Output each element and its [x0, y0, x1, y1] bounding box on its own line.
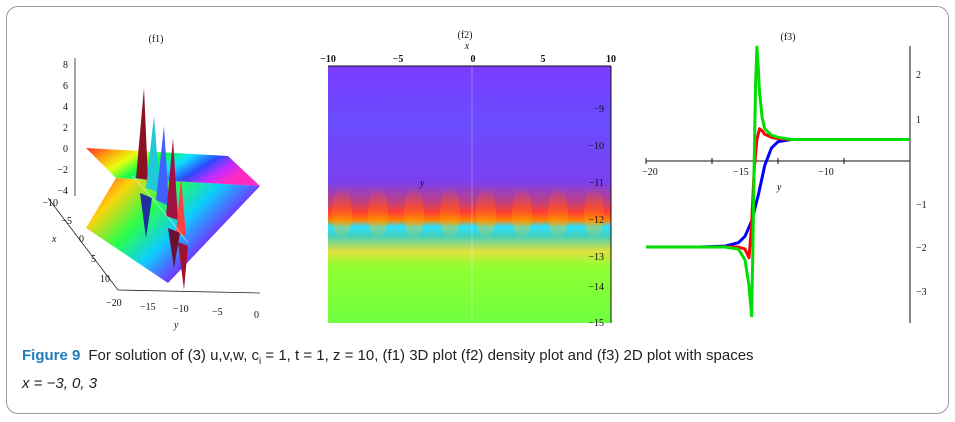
f1-y-axis: −20 −15 −10 −5 0 y [106, 298, 259, 331]
f1-z-tick: −4 [57, 186, 68, 197]
f2-y-tick: −13 [588, 252, 604, 263]
f1-y-tick: −20 [106, 298, 122, 309]
f1-x-tick: −5 [61, 216, 72, 227]
f1-z-axis: 8 6 4 2 0 −2 −4 [57, 60, 68, 197]
f1-y-tick: −10 [173, 304, 189, 315]
caption-text-3: x = −3, 0, 3 [22, 375, 98, 392]
surface-ridge [131, 88, 189, 290]
panel-f3: (f3) −20 −15 −10 y 2 1 −1 −2 −3 [638, 28, 938, 333]
surface-plot-f1: (f1) 8 6 4 2 0 −2 −4 [42, 34, 261, 331]
f2-x-tick: 10 [606, 54, 616, 65]
f1-z-tick: 0 [63, 144, 68, 155]
f1-z-tick: 8 [63, 60, 68, 71]
f2-y-tick: −15 [588, 318, 604, 329]
density-field [328, 66, 611, 323]
line-plot-f3: (f3) −20 −15 −10 y 2 1 −1 −2 −3 [642, 32, 927, 323]
panel-f2-title: (f2) [458, 30, 473, 41]
f2-y-tick: −9 [593, 104, 604, 115]
f1-y-tick: 0 [254, 310, 259, 321]
f1-z-tick: 4 [63, 102, 68, 113]
panel-f3-title: (f3) [781, 32, 796, 43]
f3-y-tick: −1 [916, 200, 927, 211]
f2-x-tick: −10 [320, 54, 336, 65]
f1-x-label: x [51, 234, 57, 245]
f2-x-tick: −5 [393, 54, 404, 65]
f2-x-axis: −10 −5 0 5 10 [320, 54, 616, 65]
panel-f1-title: (f1) [149, 34, 164, 45]
f1-x-tick: −10 [42, 198, 58, 209]
f2-y-tick: −10 [588, 141, 604, 152]
f3-y-tick: 2 [916, 70, 921, 81]
f3-y-axis: 2 1 −1 −2 −3 [916, 70, 927, 298]
f2-y-label: y [419, 178, 425, 189]
f3-series-line-2 [646, 127, 910, 260]
f3-x-axis: −20 −15 −10 y [642, 158, 845, 193]
f3-series-group [646, 45, 910, 318]
f3-x-label: y [776, 182, 782, 193]
f2-y-tick: −14 [588, 282, 604, 293]
caption-text-2: = 1, t = 1, z = 10, (f1) 3D plot (f2) de… [261, 347, 754, 364]
f1-y-label: y [173, 320, 179, 331]
f1-x-tick: 0 [79, 234, 84, 245]
f1-z-tick: −2 [57, 165, 68, 176]
f2-y-tick: −12 [588, 215, 604, 226]
f3-x-tick: −20 [642, 167, 658, 178]
panel-f1: (f1) 8 6 4 2 0 −2 −4 [28, 28, 268, 333]
density-plot-f2: (f2) x −10 −5 0 5 10 −9 −10 −11 [320, 30, 616, 329]
f1-z-tick: 6 [63, 81, 68, 92]
f1-y-tick: −5 [212, 307, 223, 318]
figure-label: Figure 9 [22, 347, 81, 364]
panel-f2: (f2) x −10 −5 0 5 10 −9 −10 −11 [310, 28, 630, 333]
f2-x-tick: 0 [471, 54, 476, 65]
f1-z-tick: 2 [63, 123, 68, 134]
f3-series-line-1 [646, 138, 910, 249]
f2-y-tick: −11 [589, 178, 604, 189]
figure-caption: Figure 9 For solution of (3) u,v,w, ci = … [22, 345, 942, 395]
f3-series-line-3 [646, 45, 910, 318]
f3-x-tick: −10 [818, 167, 834, 178]
f1-y-tick: −15 [140, 302, 156, 313]
caption-subscript: i [258, 356, 262, 367]
f3-x-tick: −15 [733, 167, 749, 178]
caption-text-1: For solution of (3) u,v,w, c [88, 347, 259, 364]
f1-x-tick: 10 [100, 274, 110, 285]
f2-x-label: x [464, 41, 470, 52]
density-blobs [332, 187, 604, 239]
f3-y-tick: 1 [916, 115, 921, 126]
f1-x-tick: 5 [91, 254, 96, 265]
f2-x-tick: 5 [541, 54, 546, 65]
f3-y-tick: −2 [916, 243, 927, 254]
f1-x-axis: −10 −5 0 5 10 x [42, 198, 110, 285]
f3-y-tick: −3 [916, 287, 927, 298]
f2-y-axis: −9 −10 −11 −12 −13 −14 −15 y [419, 104, 604, 329]
